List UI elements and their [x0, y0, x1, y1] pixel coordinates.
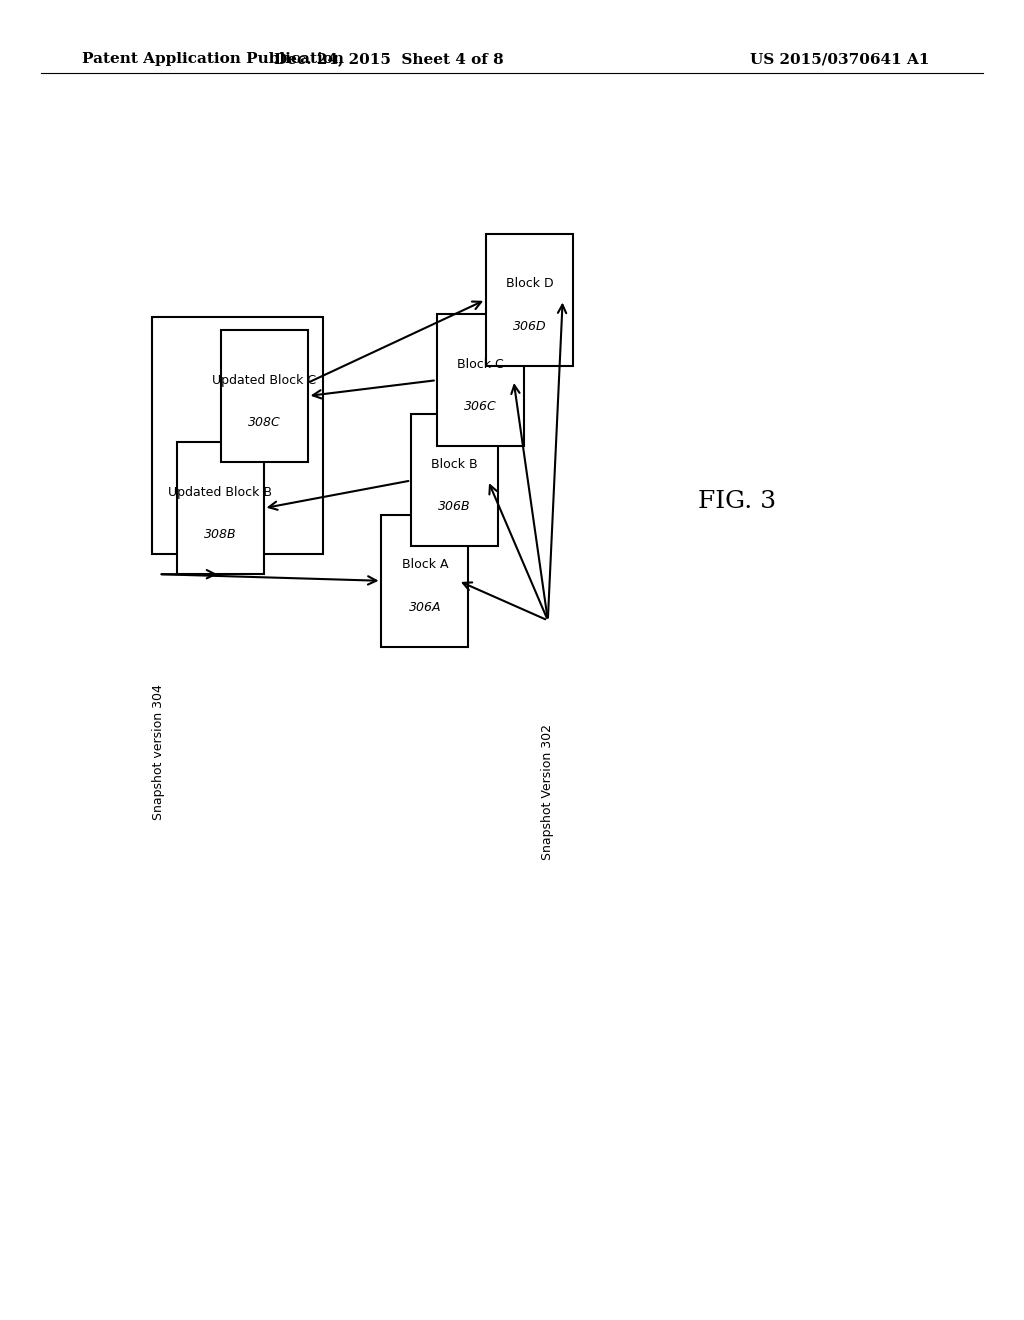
- Text: Patent Application Publication: Patent Application Publication: [82, 53, 344, 66]
- Text: Snapshot Version 302: Snapshot Version 302: [542, 723, 554, 861]
- FancyBboxPatch shape: [381, 515, 469, 647]
- Text: Updated Block C: Updated Block C: [212, 374, 316, 387]
- Text: FIG. 3: FIG. 3: [698, 490, 776, 513]
- Text: US 2015/0370641 A1: US 2015/0370641 A1: [750, 53, 930, 66]
- Text: 306B: 306B: [438, 500, 471, 513]
- FancyBboxPatch shape: [486, 234, 573, 366]
- Bar: [152, 317, 323, 554]
- FancyBboxPatch shape: [176, 442, 264, 574]
- Text: Snapshot version 304: Snapshot version 304: [153, 685, 165, 820]
- FancyBboxPatch shape: [221, 330, 307, 462]
- Text: Block A: Block A: [401, 558, 449, 572]
- Text: Block D: Block D: [506, 277, 553, 290]
- Text: Updated Block B: Updated Block B: [168, 486, 272, 499]
- Text: Block C: Block C: [457, 358, 504, 371]
- Text: 308C: 308C: [248, 416, 281, 429]
- Text: Dec. 24, 2015  Sheet 4 of 8: Dec. 24, 2015 Sheet 4 of 8: [274, 53, 504, 66]
- FancyBboxPatch shape: [412, 414, 499, 546]
- Text: 308B: 308B: [204, 528, 237, 541]
- Text: 306C: 306C: [464, 400, 497, 413]
- FancyBboxPatch shape: [436, 314, 523, 446]
- Text: 306A: 306A: [409, 601, 441, 614]
- Text: Block B: Block B: [431, 458, 478, 471]
- Text: 306D: 306D: [513, 319, 546, 333]
